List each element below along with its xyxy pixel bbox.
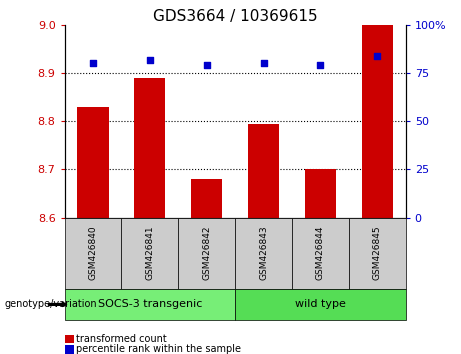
Text: SOCS-3 transgenic: SOCS-3 transgenic [98, 299, 202, 309]
Bar [361, 25, 393, 218]
Text: percentile rank within the sample: percentile rank within the sample [76, 344, 241, 354]
Point [146, 57, 154, 62]
Point [203, 62, 210, 68]
Bar [248, 124, 279, 218]
Text: wild type: wild type [295, 299, 346, 309]
Bar [77, 107, 109, 218]
Text: GSM426845: GSM426845 [373, 226, 382, 280]
Text: genotype/variation: genotype/variation [5, 299, 97, 309]
Point [260, 61, 267, 66]
Title: GDS3664 / 10369615: GDS3664 / 10369615 [153, 8, 318, 24]
Bar [134, 78, 165, 218]
Text: GSM426840: GSM426840 [89, 226, 97, 280]
Text: transformed count: transformed count [76, 334, 167, 344]
Text: GSM426842: GSM426842 [202, 226, 211, 280]
Point [89, 61, 97, 66]
Text: GSM426843: GSM426843 [259, 226, 268, 280]
Bar [305, 169, 336, 218]
Text: GSM426841: GSM426841 [145, 226, 154, 280]
Text: GSM426844: GSM426844 [316, 226, 325, 280]
Bar [191, 179, 222, 218]
Point [317, 62, 324, 68]
Point [373, 53, 381, 58]
